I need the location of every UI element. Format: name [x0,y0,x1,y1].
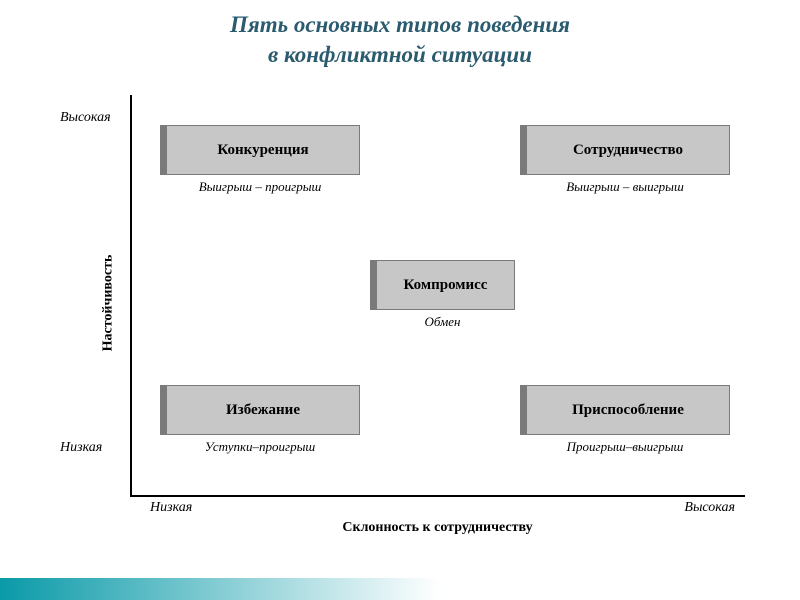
box-accommodation: Приспособление [520,385,730,435]
chart-area: Настойчивость Склонность к сотрудничеств… [70,95,750,525]
y-axis [130,95,132,495]
box-competition-label: Конкуренция [217,142,308,159]
slide-title: Пять основных типов поведения в конфликт… [0,0,800,70]
x-axis-low-label: Низкая [150,500,192,516]
x-axis [130,495,745,497]
x-axis-high-label: Высокая [684,500,735,516]
bottom-accent [0,578,800,600]
box-accommodation-sub: Проигрыш–выигрыш [520,439,730,455]
x-axis-title: Склонность к сотрудничеству [130,520,745,536]
box-compromise-label: Компромисс [404,277,488,294]
title-line2: в конфликтной ситуации [268,42,532,67]
box-competition: Конкуренция [160,125,360,175]
box-collaboration-label: Сотрудничество [573,142,683,159]
box-avoidance-sub: Уступки–проигрыш [160,439,360,455]
box-competition-sub: Выигрыш – проигрыш [160,179,360,195]
box-accommodation-label: Приспособление [572,402,684,419]
box-collaboration-sub: Выигрыш – выигрыш [520,179,730,195]
y-axis-title: Настойчивость [100,255,116,352]
y-axis-low-label: Низкая [60,440,102,456]
box-compromise: Компромисс [370,260,515,310]
box-collaboration: Сотрудничество [520,125,730,175]
box-compromise-sub: Обмен [370,314,515,330]
y-axis-high-label: Высокая [60,110,111,126]
box-avoidance-label: Избежание [226,402,300,419]
title-line1: Пять основных типов поведения [230,12,570,37]
box-avoidance: Избежание [160,385,360,435]
